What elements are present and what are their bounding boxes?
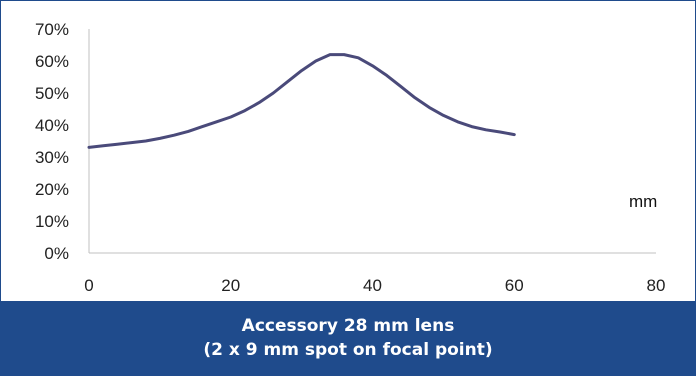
y-tick-label: 30%: [35, 148, 69, 167]
chart-caption: Accessory 28 mm lens (2 x 9 mm spot on f…: [1, 301, 695, 375]
caption-line-2: (2 x 9 mm spot on focal point): [203, 340, 493, 360]
y-tick-label: 70%: [35, 20, 69, 39]
x-tick-label: 20: [221, 276, 240, 295]
y-tick-label: 0%: [44, 244, 69, 263]
y-tick-label: 50%: [35, 84, 69, 103]
caption-line-1: Accessory 28 mm lens: [241, 316, 455, 336]
y-tick-label: 20%: [35, 180, 69, 199]
unit-label-mm: mm: [629, 192, 657, 211]
y-tick-label: 60%: [35, 52, 69, 71]
x-tick-label: 40: [363, 276, 382, 295]
x-tick-label: 80: [647, 276, 666, 295]
y-tick-label: 40%: [35, 116, 69, 135]
series-line: [87, 53, 516, 149]
x-tick-label: 60: [505, 276, 524, 295]
y-tick-label: 10%: [35, 212, 69, 231]
line-chart: 0% 10% 20% 30% 40% 50% 60% 70% 0 20 40 60 80 mm: [35, 20, 666, 295]
x-tick-label: 0: [84, 276, 93, 295]
